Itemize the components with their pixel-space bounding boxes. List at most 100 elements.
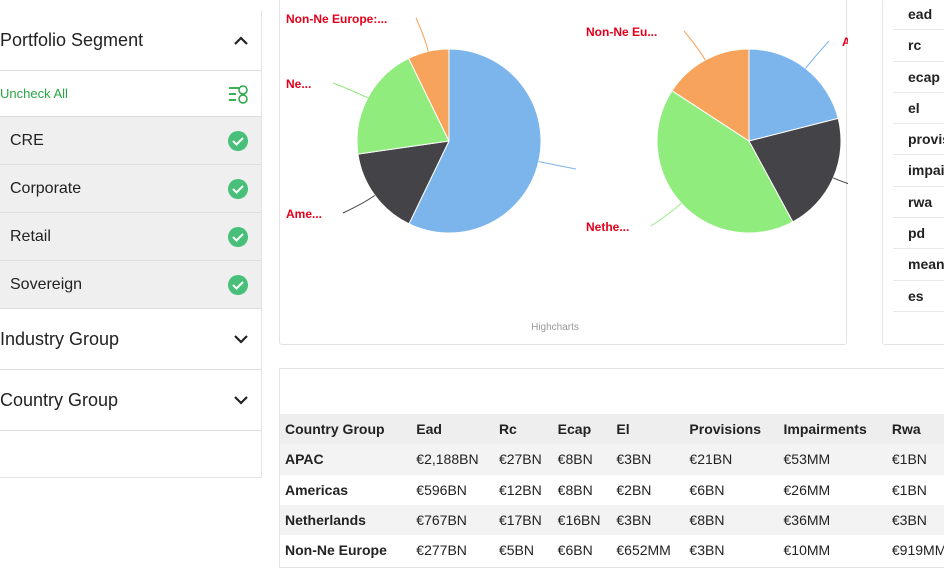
header-cell: Impairments bbox=[778, 414, 887, 445]
check-icon bbox=[228, 130, 248, 151]
connector bbox=[538, 161, 577, 170]
measure-item[interactable]: ecap bbox=[893, 62, 944, 93]
sidebar: Portfolio Segment Uncheck All CRE Corporate… bbox=[0, 10, 262, 478]
segment-item[interactable]: CRE bbox=[0, 117, 261, 165]
measure-item[interactable]: rc bbox=[893, 30, 944, 62]
table-panel: Country Group Ead Rc Ecap El Provisions Impair… bbox=[279, 368, 944, 568]
table-cell: €1BN bbox=[886, 444, 944, 475]
measure-list: eadrcecapelprovisiimpairrrwapdmeanLes bbox=[882, 0, 944, 345]
connector bbox=[332, 82, 368, 99]
table-cell: €8BN bbox=[552, 444, 612, 475]
section-title: Industry Group bbox=[0, 328, 120, 349]
header-cell: Provisions bbox=[684, 414, 779, 445]
measure-item[interactable]: pd bbox=[893, 218, 944, 250]
measure-item[interactable]: ead bbox=[893, 0, 944, 31]
uncheck-all-label: Uncheck All bbox=[0, 86, 68, 101]
check-mark bbox=[232, 184, 244, 194]
pie-slice[interactable] bbox=[408, 48, 542, 234]
check-mark bbox=[232, 232, 244, 242]
table-cell: €1BN bbox=[891, 481, 927, 498]
icon-circle bbox=[238, 84, 248, 95]
table-cell: €3BN bbox=[886, 504, 944, 536]
table-cell: €277BN bbox=[416, 542, 467, 559]
table-cell: €10MM bbox=[783, 542, 831, 559]
table-cell: €652MM bbox=[616, 542, 671, 559]
table-cell: Americas bbox=[285, 481, 349, 498]
uncheck-icon bbox=[229, 84, 248, 104]
table-row: Non-Ne Europe €277BN €5BN €6BN €652MM €3BN €10… bbox=[280, 535, 944, 565]
segment-item[interactable]: Sovereign bbox=[0, 261, 261, 309]
section-header[interactable]: Portfolio Segment bbox=[0, 10, 261, 71]
check-circle bbox=[228, 178, 248, 199]
pie-charts: Ame...Ne...Non-Ne Europe:...APAC: 2...A.… bbox=[286, 12, 899, 333]
slice-label: Non-Ne Eu... bbox=[586, 25, 657, 39]
section-header[interactable]: Industry Group bbox=[0, 309, 261, 370]
table-cell: €2BN bbox=[616, 481, 652, 498]
table-row: Americas €596BN €12BN €8BN €2BN €6BN €26MM €1BN bbox=[280, 475, 944, 505]
connector bbox=[805, 40, 830, 69]
pie-slice[interactable] bbox=[356, 57, 450, 155]
segment-item[interactable]: Retail bbox=[0, 213, 261, 261]
pie-slice[interactable] bbox=[656, 89, 794, 234]
table-cell: €53MM bbox=[778, 444, 887, 475]
data-table: Country Group Ead Rc Ecap El Provisions Impair… bbox=[280, 414, 944, 565]
chevron-icon bbox=[234, 36, 248, 45]
table-cell: €27BN bbox=[493, 444, 553, 475]
measure-item[interactable]: meanL bbox=[893, 249, 944, 281]
check-mark bbox=[232, 280, 244, 290]
check-icon bbox=[228, 178, 248, 199]
table-cell: €16BN bbox=[552, 504, 612, 536]
header-cell: Ecap bbox=[552, 414, 612, 445]
check-circle bbox=[228, 274, 248, 295]
connector bbox=[833, 177, 872, 192]
pie-slice[interactable] bbox=[671, 48, 750, 142]
credit: Highcharts bbox=[531, 322, 579, 333]
slice-label: Non-Ne Europe:... bbox=[286, 12, 387, 26]
check-icon bbox=[228, 274, 248, 295]
chevron bbox=[234, 36, 248, 45]
table-row: Netherlands €767BN €17BN €16BN €3BN €8BN €36MM… bbox=[280, 504, 944, 536]
table-cell: Non-Ne Europe bbox=[285, 542, 387, 559]
table-cell: €8BN bbox=[557, 481, 593, 498]
measure-item[interactable]: rwa bbox=[893, 187, 944, 219]
segment-label: Sovereign bbox=[10, 275, 83, 293]
check-mark bbox=[232, 136, 244, 146]
uncheck-all[interactable]: Uncheck All bbox=[0, 71, 261, 117]
connector bbox=[415, 17, 429, 52]
table-cell: €8BN bbox=[684, 504, 779, 536]
check-circle bbox=[228, 226, 248, 247]
slice-label: Ne... bbox=[286, 77, 311, 91]
table-cell: APAC bbox=[280, 444, 412, 475]
slice-label: Ame... bbox=[286, 207, 322, 221]
chart-panel: Ame...Ne...Non-Ne Europe:...APAC: 2...A.… bbox=[279, 0, 899, 345]
table-cell: €767BN bbox=[411, 504, 494, 536]
table-cell: Netherlands bbox=[280, 504, 412, 536]
section-title: Portfolio Segment bbox=[0, 29, 144, 50]
table-cell: €5BN bbox=[498, 542, 534, 559]
header-cell: Country Group bbox=[280, 414, 412, 445]
measure-item[interactable]: impairr bbox=[893, 155, 944, 187]
check-circle bbox=[228, 130, 248, 151]
table-cell: €17BN bbox=[493, 504, 553, 536]
connector bbox=[650, 202, 682, 227]
table-cell: €3BN bbox=[689, 542, 725, 559]
chevron-icon bbox=[234, 396, 248, 405]
measure-item[interactable]: es bbox=[893, 281, 944, 312]
table-cell: €12BN bbox=[498, 481, 542, 498]
section-header[interactable]: Country Group bbox=[0, 370, 261, 431]
chevron-icon bbox=[234, 335, 248, 344]
table-cell: €3BN bbox=[611, 444, 685, 475]
connector bbox=[683, 30, 706, 61]
table-cell: €21BN bbox=[684, 444, 779, 475]
header-cell: Ead bbox=[411, 414, 494, 445]
icon-circle bbox=[238, 93, 248, 104]
table-cell: €2,188BN bbox=[411, 444, 494, 475]
section-title: Country Group bbox=[0, 389, 119, 410]
chevron bbox=[234, 396, 248, 405]
check-icon bbox=[228, 226, 248, 247]
measure-item[interactable]: el bbox=[893, 93, 944, 125]
measure-item[interactable]: provisi bbox=[893, 124, 944, 156]
segment-label: CRE bbox=[10, 131, 44, 149]
table-cell: €6BN bbox=[689, 481, 725, 498]
segment-item[interactable]: Corporate bbox=[0, 165, 261, 213]
